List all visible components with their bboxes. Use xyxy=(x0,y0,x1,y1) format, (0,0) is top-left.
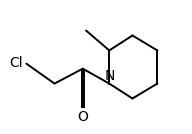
Text: O: O xyxy=(77,110,88,124)
Text: Cl: Cl xyxy=(9,56,23,70)
Text: N: N xyxy=(105,69,115,83)
